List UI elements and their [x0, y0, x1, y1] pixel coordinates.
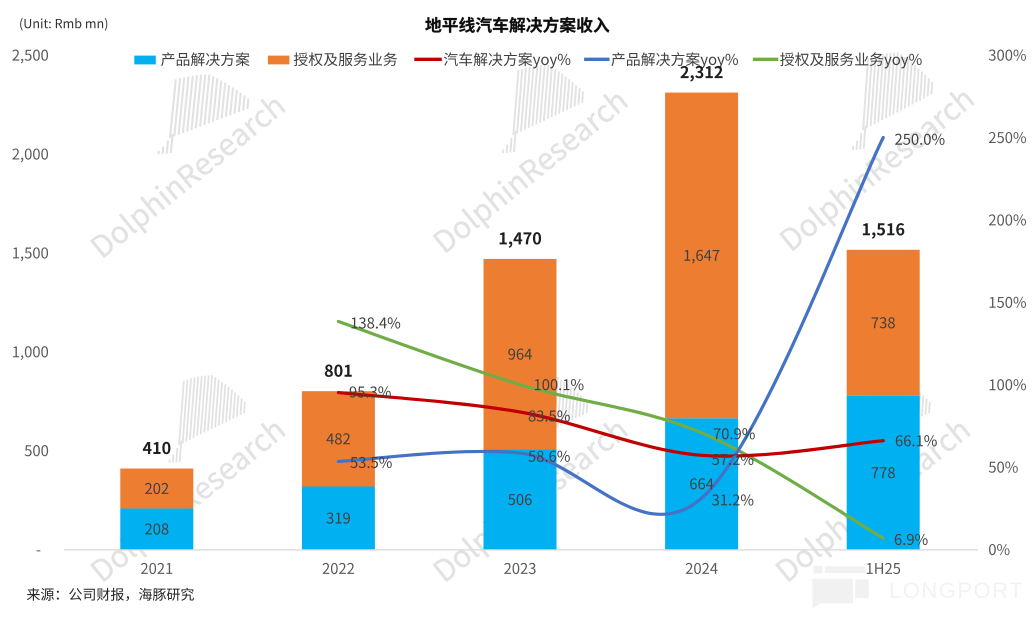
svg-text:LONGPORT: LONGPORT: [889, 578, 1024, 603]
